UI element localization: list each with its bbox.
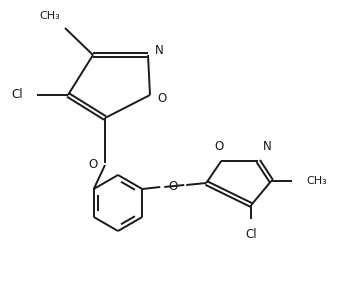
- Text: N: N: [155, 44, 164, 57]
- Text: Cl: Cl: [11, 87, 23, 100]
- Text: O: O: [168, 181, 178, 194]
- Text: CH₃: CH₃: [39, 11, 60, 21]
- Text: CH₃: CH₃: [306, 176, 327, 186]
- Text: Cl: Cl: [245, 228, 257, 241]
- Text: O: O: [157, 93, 166, 106]
- Text: O: O: [215, 140, 224, 153]
- Text: O: O: [89, 158, 98, 171]
- Text: N: N: [263, 140, 272, 153]
